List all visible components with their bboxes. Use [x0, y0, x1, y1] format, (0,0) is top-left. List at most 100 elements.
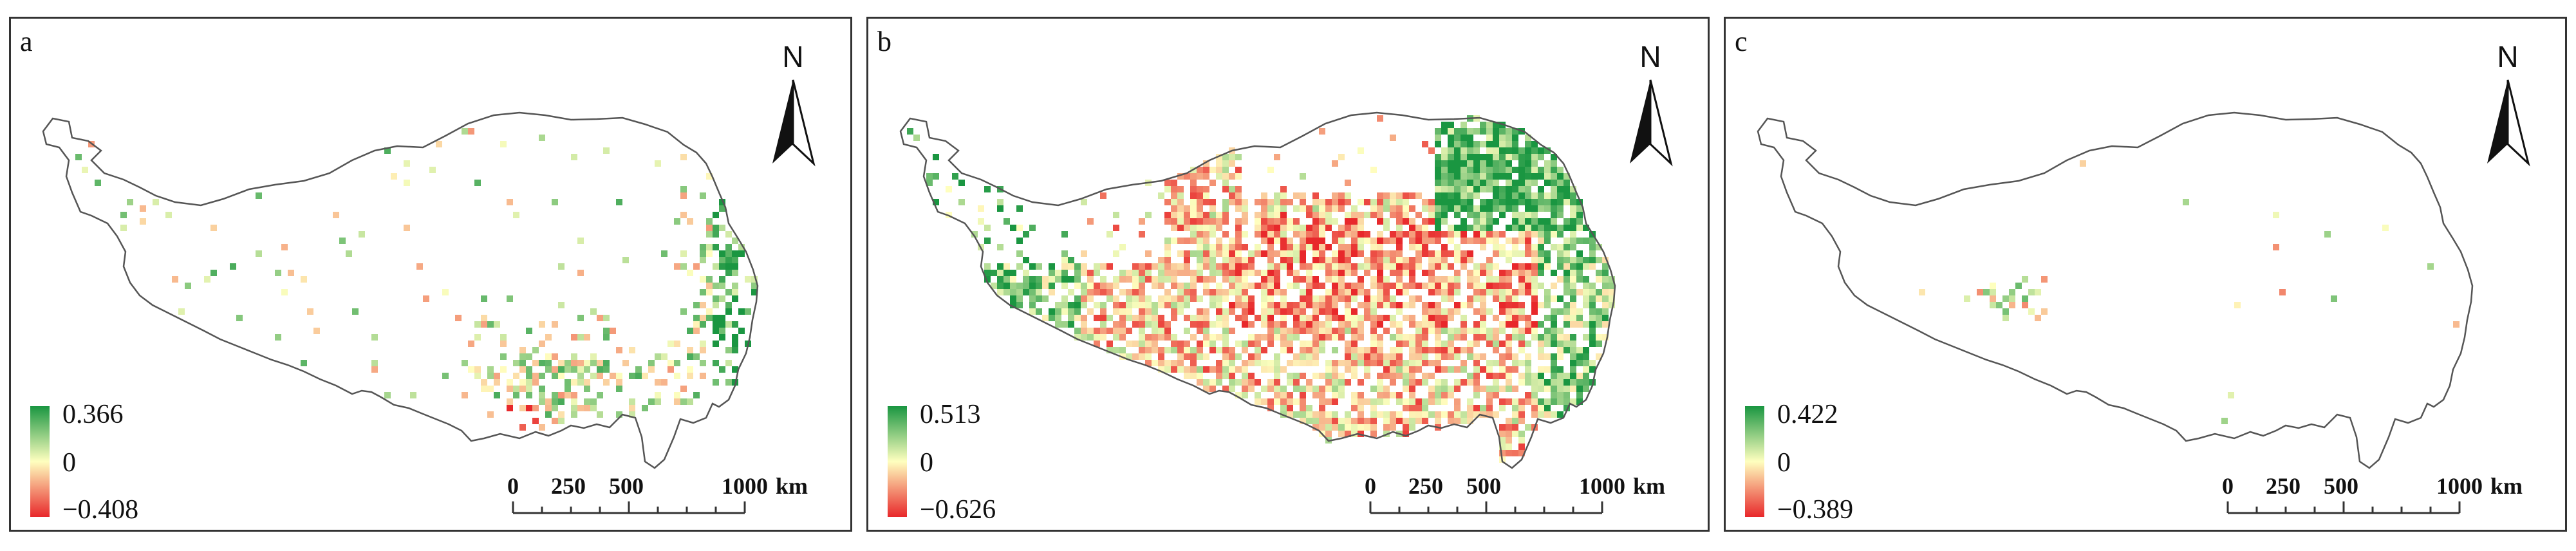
raster-cell	[1448, 250, 1454, 257]
raster-cell	[1467, 167, 1473, 173]
raster-cell	[1267, 289, 1274, 295]
scale-tick-250: 250	[2266, 473, 2301, 499]
raster-cell	[1003, 283, 1010, 289]
raster-cell	[1518, 276, 1525, 283]
raster-cell	[1152, 276, 1158, 283]
raster-cell	[1448, 141, 1454, 147]
raster-cell	[1531, 270, 1538, 276]
raster-cell	[1106, 341, 1113, 347]
raster-cell	[1473, 379, 1480, 386]
raster-cell	[1300, 315, 1306, 321]
raster-cell	[1287, 199, 1293, 205]
raster-cell	[1454, 135, 1461, 141]
raster-cell	[1454, 334, 1461, 341]
raster-cell	[1493, 411, 1499, 418]
raster-cell	[1499, 128, 1506, 135]
raster-cell	[1486, 160, 1493, 167]
raster-cell	[1493, 392, 1499, 398]
raster-cell	[1531, 225, 1538, 231]
raster-cell	[1486, 238, 1493, 244]
raster-cell	[1345, 250, 1351, 257]
raster-cell	[1184, 257, 1190, 263]
raster-cell	[1506, 353, 1512, 360]
raster-cell	[1209, 379, 1216, 386]
raster-cell	[1506, 444, 1512, 450]
raster-cell	[1280, 328, 1287, 334]
raster-cell	[1370, 347, 1377, 353]
raster-cell	[1396, 218, 1403, 225]
raster-cell	[1544, 398, 1551, 405]
raster-cell	[1332, 366, 1338, 373]
raster-cell	[1229, 308, 1235, 315]
raster-cell	[1441, 366, 1448, 373]
raster-cell	[1506, 315, 1512, 321]
raster-cell	[1506, 321, 1512, 328]
raster-cell	[1499, 431, 1506, 437]
raster-cell	[1248, 308, 1255, 315]
raster-cell	[1351, 295, 1358, 302]
raster-cell	[1480, 295, 1486, 302]
raster-cell	[1300, 276, 1306, 283]
raster-cell	[1068, 276, 1074, 283]
raster-cell	[1409, 360, 1415, 366]
raster-cell	[1274, 192, 1280, 199]
raster-cell	[1261, 366, 1267, 373]
raster-cell	[1480, 205, 1486, 212]
raster-cell	[1589, 308, 1596, 315]
raster-cell	[1473, 180, 1480, 186]
raster-cell	[1454, 244, 1461, 250]
raster-cell	[1576, 257, 1583, 263]
raster-cell	[1538, 173, 1544, 180]
raster-cell	[2022, 302, 2028, 308]
raster-cell	[1480, 173, 1486, 180]
raster-cell	[984, 238, 991, 244]
raster-cell	[1409, 418, 1415, 424]
raster-cell	[1274, 289, 1280, 295]
raster-cell	[1473, 238, 1480, 244]
raster-cell	[1428, 250, 1435, 257]
raster-cell	[1325, 431, 1332, 437]
raster-cell	[590, 353, 597, 360]
raster-cell	[1525, 424, 1531, 431]
raster-cell	[1248, 379, 1255, 386]
raster-cell	[1216, 360, 1222, 366]
raster-cell	[1306, 386, 1312, 392]
raster-cell	[1242, 244, 1248, 250]
raster-cell	[1531, 154, 1538, 160]
raster-cell	[1596, 353, 1602, 360]
raster-cell	[1370, 328, 1377, 334]
raster-cell	[1306, 283, 1312, 289]
raster-cell	[1319, 231, 1325, 238]
raster-cell	[1441, 289, 1448, 295]
raster-cell	[1235, 379, 1242, 386]
raster-cell	[1563, 244, 1570, 250]
raster-cell	[1576, 270, 1583, 276]
raster-cell	[1338, 315, 1345, 321]
raster-cell	[1544, 386, 1551, 392]
raster-cell	[127, 199, 133, 205]
raster-cell	[1222, 199, 1229, 205]
raster-cell	[545, 398, 552, 405]
raster-cell	[590, 360, 597, 366]
raster-cell	[610, 373, 616, 379]
raster-cell	[1544, 192, 1551, 199]
raster-cell	[1403, 398, 1409, 405]
raster-cell	[1325, 276, 1332, 283]
raster-cell	[1435, 398, 1441, 405]
raster-cell	[1255, 360, 1261, 366]
raster-cell	[700, 289, 706, 295]
raster-cell	[1441, 160, 1448, 167]
raster-cell	[1512, 353, 1518, 360]
raster-cell	[1184, 366, 1190, 373]
raster-cell	[1467, 373, 1473, 379]
raster-cell	[1563, 199, 1570, 205]
raster-cell	[1473, 308, 1480, 315]
raster-cell	[725, 360, 732, 366]
raster-cell	[706, 315, 713, 321]
raster-cell	[1403, 334, 1409, 341]
raster-cell	[1551, 167, 1557, 173]
raster-cell	[1576, 238, 1583, 244]
raster-cell	[1158, 270, 1164, 276]
raster-cell	[1518, 180, 1525, 186]
raster-cell	[1506, 173, 1512, 180]
